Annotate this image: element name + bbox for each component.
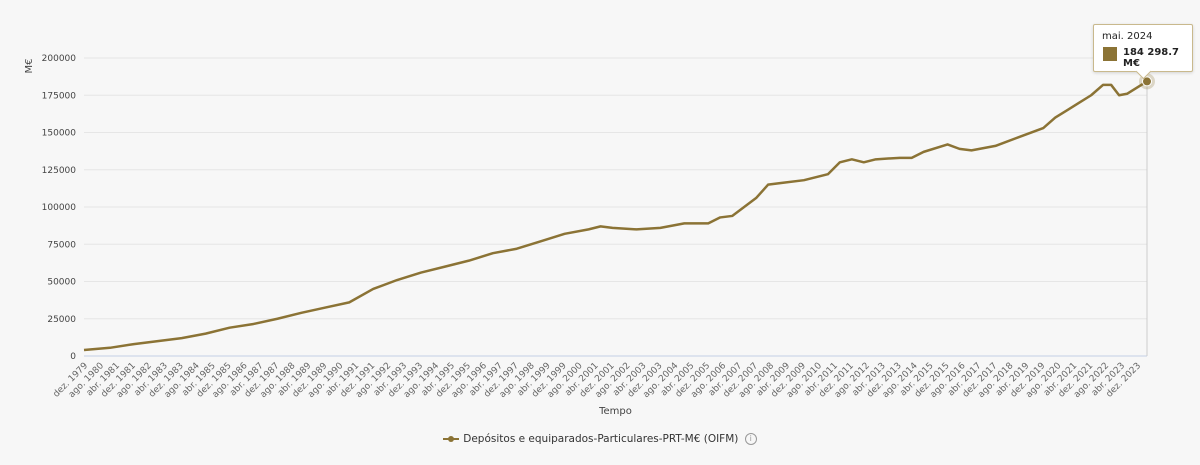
y-axis-label: M€ bbox=[24, 59, 35, 74]
tooltip-value: 184 298.7 M€ bbox=[1123, 47, 1179, 69]
legend: Depósitos e equiparados-Particulares-PRT… bbox=[0, 433, 1200, 445]
y-tick-label: 25000 bbox=[47, 315, 76, 325]
legend-swatch bbox=[443, 435, 460, 443]
tooltip-swatch bbox=[1103, 47, 1117, 61]
y-tick-label: 175000 bbox=[42, 91, 77, 101]
series-line bbox=[83, 80, 1148, 352]
tooltip-date: mai. 2024 bbox=[1102, 31, 1153, 42]
y-tick-label: 150000 bbox=[42, 129, 77, 139]
y-tick-label: 200000 bbox=[42, 54, 77, 64]
y-tick-label: 125000 bbox=[42, 166, 77, 176]
legend-label: Depósitos e equiparados-Particulares-PRT… bbox=[463, 433, 739, 445]
y-tick-label: 75000 bbox=[47, 240, 76, 250]
y-tick-label: 0 bbox=[70, 352, 76, 362]
tooltip: mai. 2024 184 298.7 M€ bbox=[1093, 24, 1193, 72]
info-icon[interactable]: i bbox=[744, 433, 757, 445]
x-axis-label: Tempo bbox=[598, 406, 632, 417]
y-tick-label: 100000 bbox=[42, 203, 77, 213]
y-tick-label: 50000 bbox=[47, 278, 76, 288]
data-point bbox=[1142, 76, 1152, 87]
legend-item[interactable]: Depósitos e equiparados-Particulares-PRT… bbox=[443, 433, 741, 445]
